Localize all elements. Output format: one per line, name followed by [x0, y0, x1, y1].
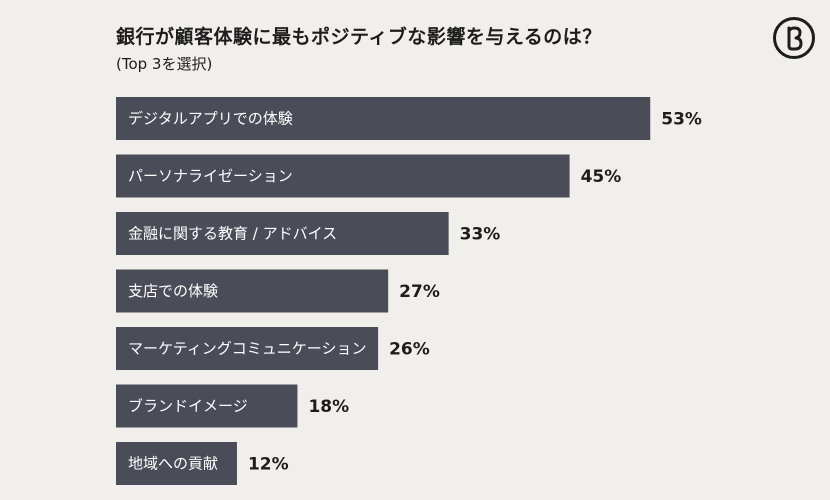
- bar-category-label: デジタルアプリでの体験: [128, 110, 293, 128]
- bar-7: [116, 442, 237, 485]
- bar-value-label: 26%: [389, 340, 430, 360]
- bar-3: [116, 212, 449, 255]
- bar-1: [116, 97, 651, 140]
- bar-category-label: マーケティングコミュニケーション: [128, 340, 367, 358]
- bar-category-label: 金融に関する教育 / アドバイス: [128, 225, 337, 243]
- bar-2: [116, 154, 570, 198]
- bar-value-label: 53%: [661, 110, 702, 130]
- chart-title: 銀行が顧客体験に最もポジティブな影響を与えるのは？: [116, 26, 602, 48]
- bar-4: [116, 269, 389, 313]
- bar-5: [116, 327, 379, 370]
- bar-category-label: 地域への貢献: [128, 455, 218, 473]
- bar-category-label: ブランドイメージ: [128, 397, 248, 415]
- bar-category-label: パーソナライゼーション: [128, 167, 293, 185]
- bar-value-label: 12%: [248, 455, 289, 475]
- bar-value-label: 18%: [308, 397, 349, 417]
- b-circle-logo-icon: [773, 17, 815, 59]
- bar-value-label: 33%: [460, 225, 501, 245]
- bar-value-label: 45%: [581, 167, 622, 187]
- bar-6: [116, 384, 298, 428]
- bar-value-label: 27%: [399, 282, 440, 302]
- chart-subtitle: (Top 3を選択): [116, 55, 213, 73]
- bar-category-label: 支店での体験: [128, 282, 218, 300]
